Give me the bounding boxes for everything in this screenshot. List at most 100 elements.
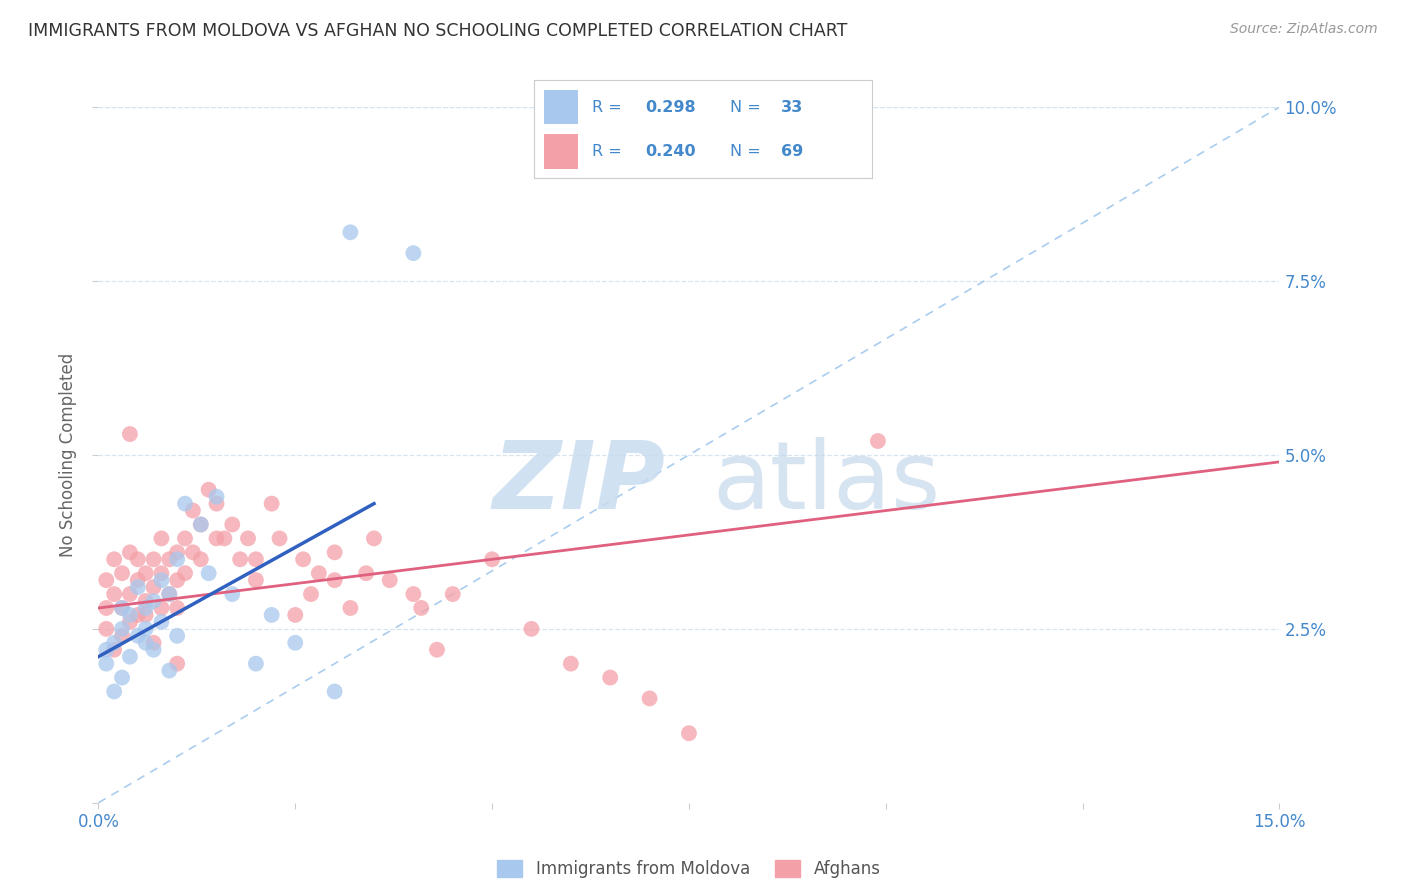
Point	[866, 434, 889, 448]
Point	[103, 642, 125, 657]
Point	[339, 225, 361, 239]
Point	[260, 607, 283, 622]
Point	[103, 587, 125, 601]
Point	[111, 671, 134, 685]
Point	[411, 601, 433, 615]
Point	[560, 657, 582, 671]
Point	[197, 566, 219, 581]
Point	[402, 246, 425, 260]
Point	[166, 657, 188, 671]
Point	[150, 601, 173, 615]
Text: 69: 69	[780, 144, 803, 159]
Point	[354, 566, 377, 581]
Point	[678, 726, 700, 740]
Bar	[544, 90, 578, 124]
Point	[166, 573, 188, 587]
Point	[111, 601, 134, 615]
Point	[181, 545, 204, 559]
Point	[150, 566, 173, 581]
Point	[323, 545, 346, 559]
Point	[229, 552, 252, 566]
Point	[284, 636, 307, 650]
Point	[292, 552, 315, 566]
Point	[214, 532, 236, 546]
Point	[135, 594, 157, 608]
Point	[142, 580, 165, 594]
Point	[103, 636, 125, 650]
Point	[441, 587, 464, 601]
Point	[118, 587, 141, 601]
Point	[205, 497, 228, 511]
Point	[181, 503, 204, 517]
Point	[157, 587, 180, 601]
Point	[111, 566, 134, 581]
Legend: Immigrants from Moldova, Afghans: Immigrants from Moldova, Afghans	[491, 854, 887, 885]
Point	[269, 532, 291, 546]
Point	[221, 587, 243, 601]
Point	[363, 532, 385, 546]
Text: R =: R =	[592, 100, 627, 115]
Point	[190, 517, 212, 532]
Point	[190, 552, 212, 566]
Point	[190, 517, 212, 532]
Text: Source: ZipAtlas.com: Source: ZipAtlas.com	[1230, 22, 1378, 37]
Point	[118, 427, 141, 442]
Point	[308, 566, 330, 581]
Point	[142, 642, 165, 657]
Point	[221, 517, 243, 532]
Point	[174, 566, 197, 581]
Point	[142, 552, 165, 566]
Point	[111, 629, 134, 643]
Text: 33: 33	[780, 100, 803, 115]
Point	[150, 532, 173, 546]
Point	[166, 545, 188, 559]
Point	[111, 601, 134, 615]
Point	[157, 664, 180, 678]
Point	[245, 657, 267, 671]
Point	[157, 552, 180, 566]
Point	[166, 552, 188, 566]
Point	[118, 649, 141, 664]
Point	[127, 580, 149, 594]
Point	[323, 684, 346, 698]
Point	[142, 636, 165, 650]
Point	[127, 573, 149, 587]
Point	[197, 483, 219, 497]
Point	[339, 601, 361, 615]
Point	[599, 671, 621, 685]
Point	[402, 587, 425, 601]
Point	[135, 607, 157, 622]
Point	[118, 615, 141, 629]
Point	[157, 587, 180, 601]
Point	[135, 601, 157, 615]
Text: 0.298: 0.298	[645, 100, 696, 115]
Point	[481, 552, 503, 566]
Point	[127, 629, 149, 643]
Point	[245, 552, 267, 566]
Text: 0.240: 0.240	[645, 144, 696, 159]
Point	[135, 622, 157, 636]
Text: atlas: atlas	[713, 437, 941, 529]
Point	[118, 545, 141, 559]
Point	[174, 532, 197, 546]
Point	[378, 573, 401, 587]
Point	[96, 642, 118, 657]
Point	[111, 622, 134, 636]
Point	[299, 587, 322, 601]
Point	[236, 532, 259, 546]
Point	[150, 615, 173, 629]
Point	[96, 657, 118, 671]
Text: ZIP: ZIP	[492, 437, 665, 529]
Point	[520, 622, 543, 636]
Point	[174, 497, 197, 511]
Point	[166, 629, 188, 643]
Text: N =: N =	[730, 100, 766, 115]
Point	[135, 636, 157, 650]
Point	[103, 684, 125, 698]
Y-axis label: No Schooling Completed: No Schooling Completed	[59, 353, 77, 557]
Point	[135, 566, 157, 581]
Bar	[544, 134, 578, 169]
Point	[284, 607, 307, 622]
Point	[638, 691, 661, 706]
Point	[323, 573, 346, 587]
